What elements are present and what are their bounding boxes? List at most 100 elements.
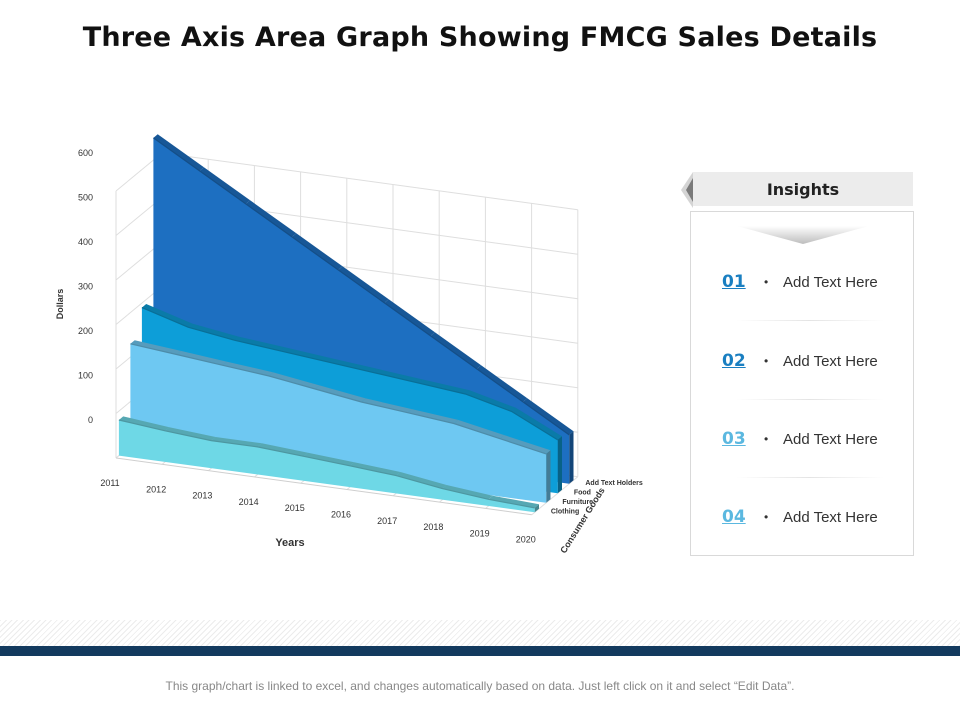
area-top-face: [430, 332, 482, 369]
area-top-face: [500, 435, 551, 454]
hatch-band: [0, 620, 960, 646]
insight-text[interactable]: Add Text Here: [783, 430, 878, 448]
x-tick-label: 2019: [470, 528, 490, 538]
area-top-face: [523, 398, 574, 435]
x-axis-title: Years: [275, 537, 304, 549]
area-side-face: [569, 431, 574, 484]
area-top-face: [384, 299, 435, 336]
y-tick-label: 200: [78, 326, 93, 336]
area-series-clothing: [118, 416, 539, 513]
y-axis-title: Dollars: [55, 289, 65, 320]
area-top-face: [315, 385, 366, 402]
area-top-face: [407, 409, 459, 424]
x-tick-label: 2014: [239, 497, 259, 507]
area-side-face: [534, 504, 539, 513]
insights-header: Insights: [693, 172, 913, 206]
divider: [736, 399, 884, 400]
x-tick-label: 2020: [516, 535, 536, 545]
x-tick-label: 2016: [331, 510, 351, 520]
area-top-face: [188, 323, 239, 341]
insight-item-4: 04 • Add Text Here: [691, 497, 913, 537]
x-tick-label: 2011: [100, 478, 119, 488]
insight-number[interactable]: 04: [722, 507, 746, 527]
depth-axis-label: Furniture: [562, 499, 593, 506]
x-axis-line: [115, 457, 532, 516]
x-tick-label: 2018: [423, 522, 443, 532]
y-tick-label: 600: [78, 148, 93, 158]
area-top-face: [234, 336, 285, 351]
bullet-icon: •: [764, 275, 769, 289]
x-tick-label: 2012: [146, 484, 166, 494]
insight-number[interactable]: 03: [722, 429, 746, 449]
area-top-face: [338, 266, 389, 303]
divider: [736, 320, 884, 321]
x-tick-label: 2017: [377, 516, 397, 526]
insight-text[interactable]: Add Text Here: [783, 273, 878, 291]
y-tick-label: 400: [78, 237, 93, 247]
y-tick-label: 100: [78, 371, 93, 381]
area-top-face: [211, 437, 262, 447]
area-top-face: [361, 398, 412, 413]
area-chart-3d[interactable]: Add Text HoldersFoodFurnitureClothing010…: [0, 0, 960, 620]
area-top-face: [176, 350, 228, 366]
area-top-face: [372, 368, 424, 384]
tab-arrow-icon: [681, 172, 693, 208]
depth-axis-label: Food: [574, 490, 591, 497]
bullet-icon: •: [764, 432, 769, 446]
insight-text[interactable]: Add Text Here: [783, 352, 878, 370]
page-title: Three Axis Area Graph Showing FMCG Sales…: [82, 22, 878, 53]
insight-text[interactable]: Add Text Here: [783, 508, 878, 526]
insight-item-3: 03 • Add Text Here: [691, 419, 913, 459]
area-front-face: [130, 343, 547, 503]
area-top-face: [280, 347, 331, 362]
insight-item-2: 02 • Add Text Here: [691, 341, 913, 381]
chevron-down-icon: [737, 226, 869, 244]
area-top-face: [465, 390, 516, 412]
y-tick-label: 300: [78, 282, 93, 292]
area-top-face: [303, 452, 355, 466]
area-top-face: [396, 472, 447, 489]
area-series-furniture: [130, 340, 551, 503]
area-top-face: [199, 167, 251, 204]
footer-bar: [0, 646, 960, 656]
area-top-face: [118, 416, 170, 431]
area-top-face: [453, 419, 505, 439]
bullet-icon: •: [764, 354, 769, 368]
area-top-face: [419, 379, 470, 394]
area-front-face: [118, 420, 535, 513]
x-tick-label: 2015: [285, 503, 305, 513]
depth-axis-label: Clothing: [551, 509, 579, 516]
area-top-edge: [153, 137, 570, 436]
area-top-face: [222, 361, 274, 376]
area-top-edge: [141, 307, 559, 441]
area-side-face: [557, 436, 562, 494]
area-top-face: [269, 372, 320, 389]
area-top-face: [442, 485, 493, 500]
area-top-edge: [130, 343, 547, 455]
area-top-face: [476, 365, 528, 402]
y-tick-label: 0: [88, 415, 93, 425]
area-top-face: [349, 462, 401, 476]
area-top-face: [245, 200, 297, 237]
area-top-edge: [118, 419, 535, 509]
area-side-face: [546, 450, 551, 503]
area-top-face: [130, 340, 181, 355]
insight-item-1: 01 • Add Text Here: [691, 262, 913, 302]
bullet-icon: •: [764, 510, 769, 524]
gridline-horizontal: [161, 152, 578, 211]
divider: [736, 477, 884, 478]
insight-number[interactable]: 01: [722, 272, 746, 292]
area-top-face: [511, 407, 562, 440]
area-top-face: [165, 427, 216, 441]
insight-number[interactable]: 02: [722, 351, 746, 371]
area-top-face: [292, 233, 343, 270]
area-top-face: [153, 134, 204, 171]
footnote: This graph/chart is linked to excel, and…: [165, 679, 795, 693]
y-tick-label: 500: [78, 193, 93, 203]
area-top-face: [326, 358, 378, 373]
insights-panel: 01 • Add Text Here 02 • Add Text Here 03…: [690, 211, 914, 556]
area-top-face: [488, 495, 539, 508]
depth-axis-label: Add Text Holders: [585, 480, 643, 487]
area-top-face: [257, 443, 308, 457]
x-tick-label: 2013: [192, 491, 212, 501]
